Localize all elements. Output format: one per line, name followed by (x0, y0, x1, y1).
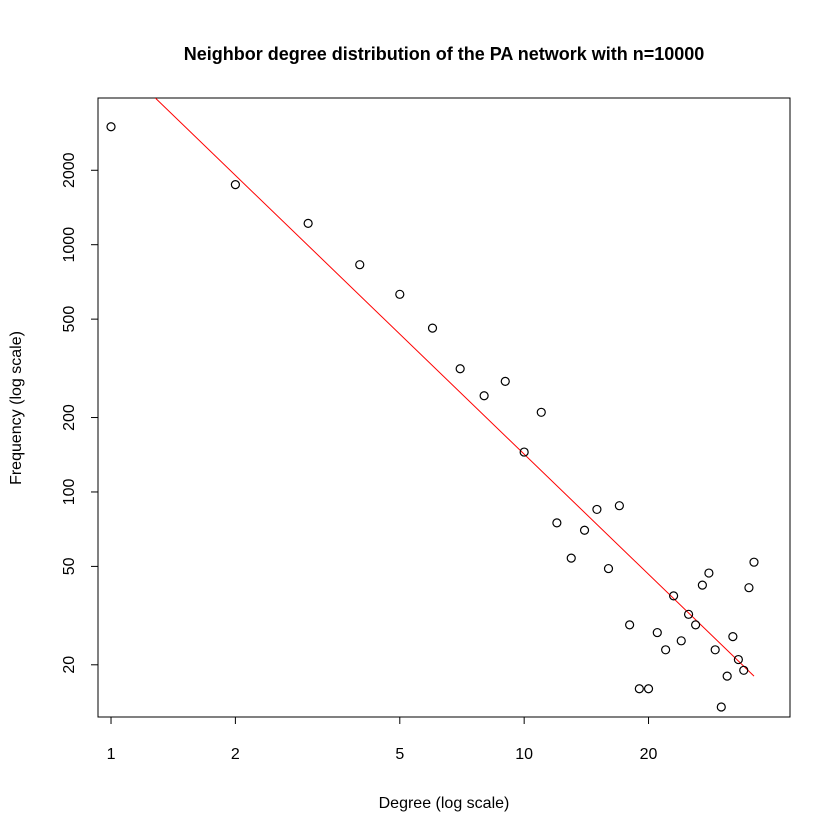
data-point-11 (536, 407, 546, 417)
data-point-33 (733, 654, 743, 665)
data-point-1 (106, 122, 116, 132)
data-point-36 (749, 557, 759, 567)
y-tick-label-50: 50 (61, 557, 78, 575)
y-tick-label-200: 200 (61, 404, 78, 431)
data-point-22 (661, 645, 671, 655)
data-point-34 (739, 665, 749, 675)
x-tick-label-1: 1 (107, 746, 116, 763)
data-point-16 (603, 563, 614, 574)
data-point-6 (427, 323, 438, 333)
y-axis-label: Frequency (log scale) (8, 331, 25, 485)
y-tick-label-20: 20 (61, 656, 78, 674)
data-point-28 (704, 568, 714, 578)
data-point-2 (230, 180, 240, 190)
data-point-30 (716, 702, 726, 712)
data-point-10 (519, 447, 529, 457)
data-point-24 (676, 636, 686, 646)
x-tick-label-5: 5 (395, 746, 404, 763)
data-point-5 (395, 289, 405, 299)
fit-line (154, 98, 755, 677)
data-point-14 (579, 525, 590, 535)
x-axis-label: Degree (log scale) (379, 795, 510, 812)
data-point-21 (652, 627, 662, 638)
data-point-26 (691, 620, 701, 630)
y-tick-label-500: 500 (61, 306, 78, 333)
y-tick-label-1000: 1000 (61, 227, 78, 263)
data-point-29 (710, 645, 720, 655)
plot-frame (97, 97, 791, 718)
data-point-13 (566, 553, 576, 563)
data-point-20 (643, 684, 654, 694)
data-point-19 (634, 684, 644, 694)
y-tick-label-100: 100 (61, 479, 78, 506)
data-point-8 (479, 391, 489, 401)
x-tick-label-20: 20 (640, 746, 658, 763)
data-point-35 (744, 583, 754, 593)
data-point-25 (683, 609, 694, 619)
data-point-7 (455, 364, 465, 374)
data-point-31 (722, 671, 732, 681)
data-point-27 (697, 580, 707, 590)
x-tick-label-2: 2 (231, 746, 240, 763)
data-point-4 (355, 260, 365, 270)
data-point-15 (592, 504, 602, 515)
data-point-3 (303, 218, 313, 228)
plot-area: 1 2 5 10 20 20 50 100 200 500 1000 2000 (61, 98, 759, 763)
data-point-23 (669, 591, 679, 601)
data-point-18 (625, 620, 635, 630)
data-point-9 (500, 376, 510, 386)
data-point-17 (614, 501, 624, 511)
y-tick-label-2000: 2000 (61, 152, 78, 188)
data-point-32 (728, 632, 738, 642)
data-point-12 (552, 518, 562, 528)
x-tick-label-10: 10 (515, 746, 533, 763)
chart-title: Neighbor degree distribution of the PA n… (184, 44, 705, 64)
